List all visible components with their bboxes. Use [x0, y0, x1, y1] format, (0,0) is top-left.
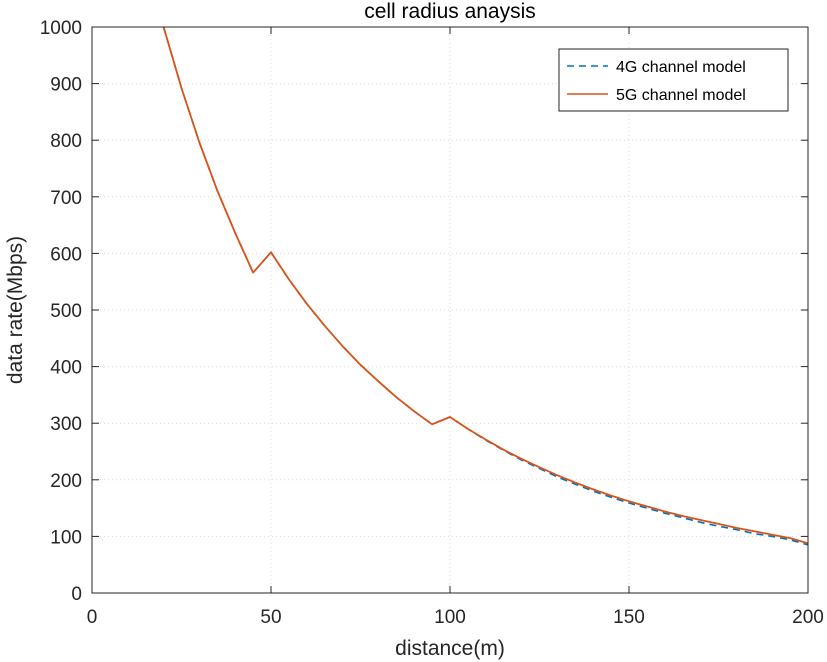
x-tick-label: 100: [434, 607, 466, 628]
x-tick-label: 0: [87, 607, 98, 628]
y-tick-label: 500: [50, 301, 82, 322]
x-axis-label: distance(m): [395, 637, 505, 660]
y-tick-label: 400: [50, 358, 82, 379]
legend[interactable]: 4G channel model 5G channel model: [558, 48, 789, 112]
y-tick-label: 100: [50, 527, 82, 548]
legend-entry-4g: 4G channel model: [616, 59, 746, 76]
x-tick-labels: 0 50 100 150 200: [87, 607, 824, 628]
legend-entry-5g: 5G channel model: [616, 87, 746, 104]
y-axis-label: data rate(Mbps): [4, 236, 27, 384]
series-line-5g: [162, 26, 809, 545]
x-tick-label: 200: [792, 607, 824, 628]
y-tick-label: 800: [50, 131, 82, 152]
series-lines: [162, 26, 809, 546]
legend-box: [558, 48, 789, 112]
y-tick-label: 200: [50, 471, 82, 492]
y-tick-label: 600: [50, 244, 82, 265]
x-tick-label: 50: [260, 607, 281, 628]
x-tick-label: 150: [613, 607, 645, 628]
chart-title: cell radius anaysis: [364, 0, 536, 23]
ticks: [91, 26, 809, 594]
y-tick-labels: 0 100 200 300 400 500 600 700 800 900 1000: [40, 18, 82, 605]
y-tick-label: 900: [50, 75, 82, 96]
y-tick-label: 700: [50, 188, 82, 209]
y-tick-label: 300: [50, 414, 82, 435]
y-tick-label: 1000: [40, 18, 82, 39]
y-tick-label: 0: [71, 584, 82, 605]
